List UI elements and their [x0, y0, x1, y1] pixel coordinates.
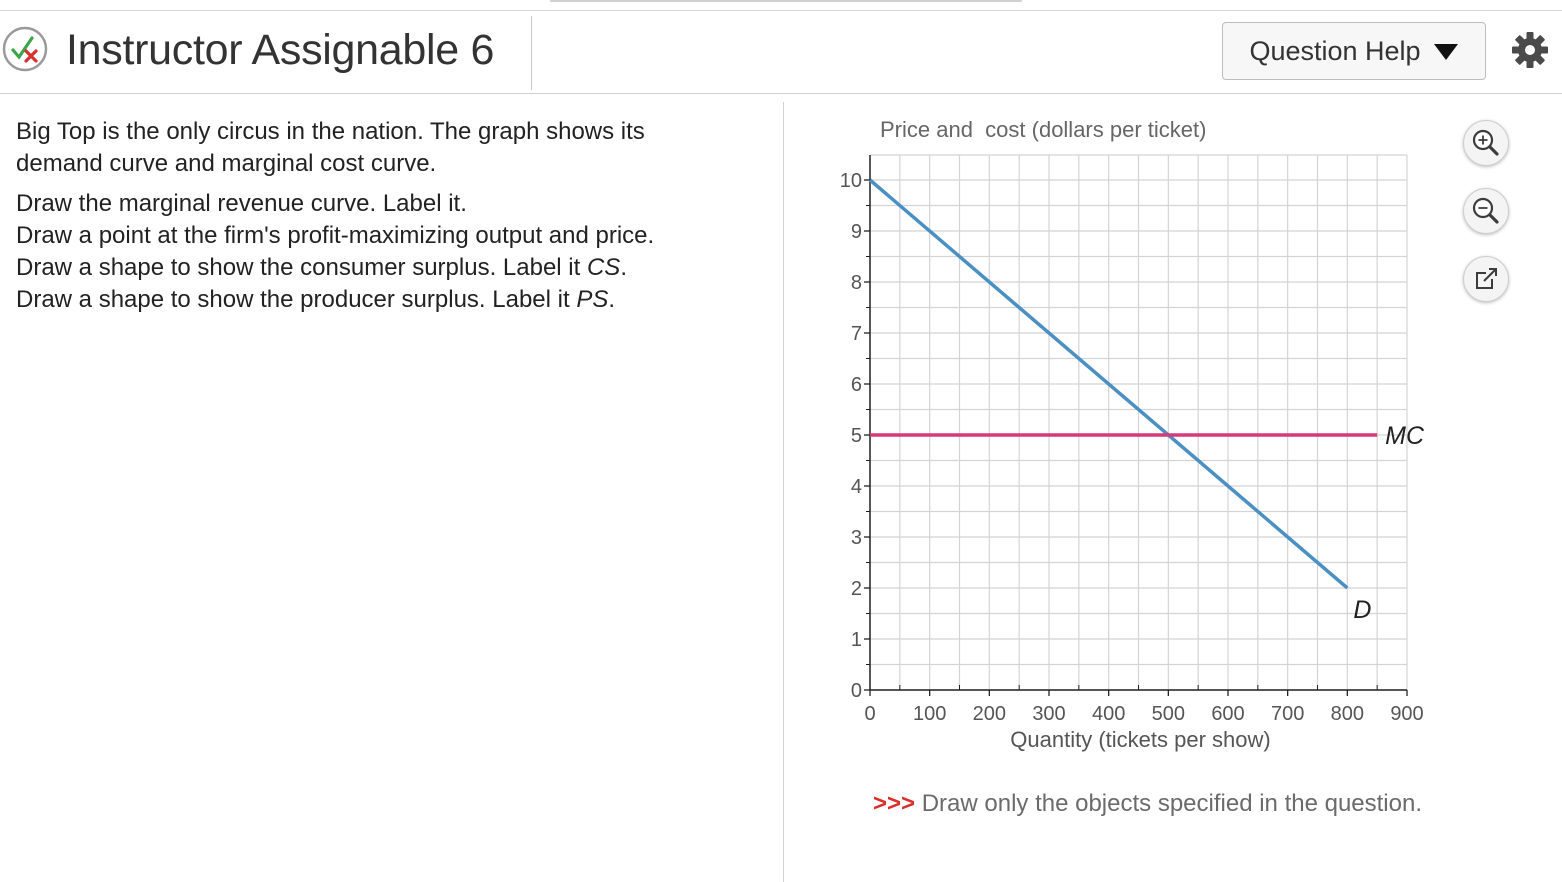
- y-tick-label: 2: [851, 578, 862, 600]
- caret-down-icon: [1433, 44, 1458, 60]
- x-tick-label: 200: [973, 703, 1006, 725]
- x-tick-label: 600: [1211, 703, 1244, 725]
- question-text: Big Top is the only circus in the nation…: [16, 116, 736, 316]
- y-axis-title: Price and cost (dollars per ticket): [880, 117, 1206, 142]
- external-link-icon: [1476, 268, 1497, 289]
- x-tick-label: 700: [1271, 703, 1304, 725]
- note-arrows: >>>: [873, 790, 916, 817]
- question-intro: Big Top is the only circus in the nation…: [16, 118, 645, 177]
- x-tick-label: 400: [1092, 703, 1125, 725]
- x-tick-label: 100: [913, 703, 946, 725]
- top-border: [0, 10, 1562, 11]
- popout-button[interactable]: [1463, 256, 1509, 302]
- y-tick-label: 3: [851, 527, 862, 549]
- partial-credit-icon: [2, 26, 48, 72]
- title-divider: [531, 16, 532, 90]
- x-tick-label: 300: [1032, 703, 1065, 725]
- y-tick-label: 10: [840, 170, 862, 192]
- y-tick-label: 7: [851, 323, 862, 345]
- page-title: Instructor Assignable 6: [66, 26, 495, 74]
- question-help-label: Question Help: [1249, 35, 1421, 66]
- question-help-button[interactable]: Question Help: [1222, 22, 1486, 80]
- y-tick-label: 4: [851, 476, 862, 498]
- zoom-in-icon: [1472, 129, 1499, 156]
- y-tick-label: 0: [851, 680, 862, 702]
- top-notch: [550, 0, 1022, 2]
- y-tick-label: 8: [851, 272, 862, 294]
- y-tick-label: 9: [851, 221, 862, 243]
- series-mc-label: MC: [1385, 422, 1425, 450]
- zoom-out-icon: [1472, 197, 1499, 224]
- instruction-mr: Draw the marginal revenue curve. Label i…: [16, 190, 467, 217]
- zoom-out-button[interactable]: [1463, 188, 1509, 234]
- column-divider: [783, 102, 784, 882]
- header-divider: [0, 93, 1562, 94]
- series-d-line: [868, 178, 1349, 590]
- x-tick-label: 800: [1331, 703, 1364, 725]
- x-axis-title: Quantity (tickets per show): [1010, 727, 1270, 752]
- series-d-label: D: [1353, 596, 1371, 624]
- note-text: Draw only the objects specified in the q…: [915, 790, 1422, 817]
- x-tick-label: 500: [1152, 703, 1185, 725]
- instruction-ps: Draw a shape to show the producer surplu…: [16, 286, 615, 313]
- instruction-note: >>> Draw only the objects specified in t…: [873, 790, 1422, 818]
- y-tick-label: 1: [851, 629, 862, 651]
- x-tick-label: 900: [1390, 703, 1423, 725]
- zoom-in-button[interactable]: [1463, 120, 1509, 166]
- gear-icon[interactable]: [1510, 30, 1550, 70]
- y-tick-label: 5: [851, 425, 862, 447]
- instruction-point: Draw a point at the firm's profit-maximi…: [16, 222, 655, 249]
- x-tick-label: 0: [864, 703, 875, 725]
- instruction-cs: Draw a shape to show the consumer surplu…: [16, 254, 627, 281]
- y-tick-label: 6: [851, 374, 862, 396]
